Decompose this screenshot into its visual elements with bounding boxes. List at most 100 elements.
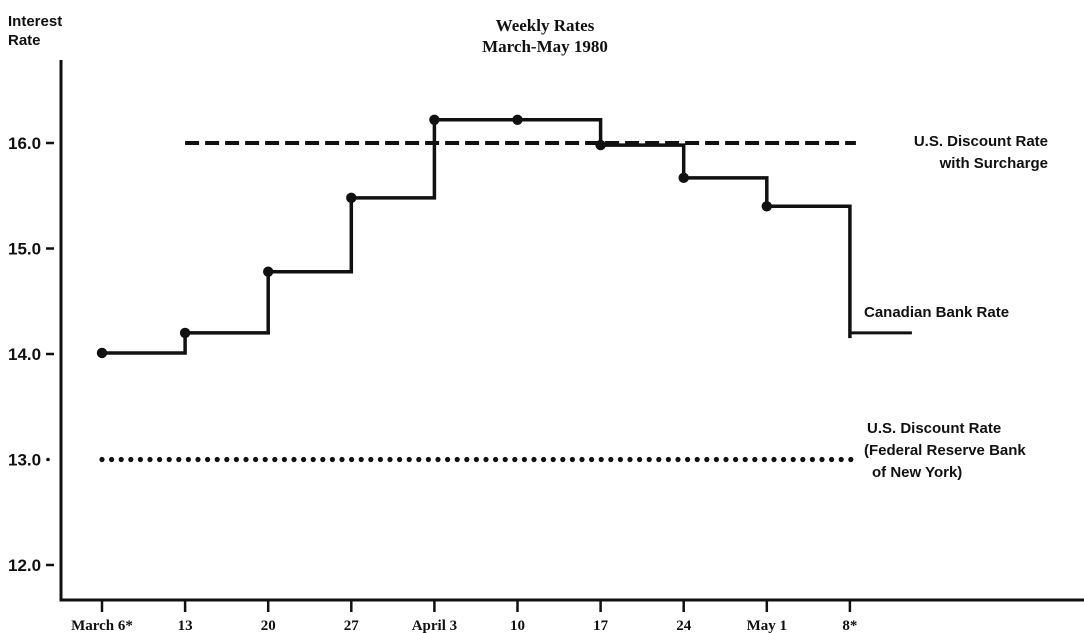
us-discount-dot <box>99 457 104 462</box>
us-discount-dot <box>378 457 383 462</box>
x-tick-label: March 6* <box>71 618 133 633</box>
us-discount-dot <box>474 457 479 462</box>
canadian-bank-rate-point <box>97 348 107 358</box>
us-discount-dot <box>791 457 796 462</box>
us-discount-dot <box>733 457 738 462</box>
y-tick-label: 16.0 <box>8 134 41 153</box>
us-discount-dot <box>570 457 575 462</box>
us-discount-dot <box>695 457 700 462</box>
us-discount-dot <box>339 457 344 462</box>
us-discount-dot <box>627 457 632 462</box>
x-tick-label: 8* <box>842 618 857 633</box>
us-discount-dot <box>426 457 431 462</box>
us-discount-dot <box>647 457 652 462</box>
us-discount-dot <box>263 457 268 462</box>
us-discount-dot <box>608 457 613 462</box>
us-discount-dot <box>714 457 719 462</box>
us-discount-dot <box>483 457 488 462</box>
us-discount-dot <box>397 457 402 462</box>
us-discount-dot <box>599 457 604 462</box>
series-label-us-discount: U.S. Discount Rate (Federal Reserve Bank… <box>864 418 1026 484</box>
canadian-bank-rate-point <box>180 328 190 338</box>
canadian-bank-rate-point <box>762 201 772 211</box>
us-discount-dot <box>743 457 748 462</box>
us-discount-dot <box>167 457 172 462</box>
us-discount-dot <box>531 457 536 462</box>
series-label-line: U.S. Discount Rate <box>864 418 1026 440</box>
us-discount-dot <box>253 457 258 462</box>
y-tick-label: 14.0 <box>8 345 41 364</box>
x-tick-label: 20 <box>261 618 276 633</box>
us-discount-dot <box>819 457 824 462</box>
x-tick-label: 27 <box>344 618 360 633</box>
us-discount-dot <box>560 457 565 462</box>
y-tick-label: 12.0 <box>8 556 41 575</box>
us-discount-dot <box>762 457 767 462</box>
y-tick-label: 13.0 <box>8 451 41 470</box>
x-tick-label: 17 <box>593 618 609 633</box>
canadian-bank-rate-point <box>595 140 605 150</box>
series-label-line: Canadian Bank Rate <box>864 302 1009 324</box>
us-discount-dot <box>839 457 844 462</box>
y-axis-title: Interest Rate <box>8 12 62 50</box>
us-discount-dot <box>215 457 220 462</box>
x-tick-label: 24 <box>676 618 692 633</box>
us-discount-dot <box>810 457 815 462</box>
us-discount-dot <box>675 457 680 462</box>
us-discount-dot <box>512 457 517 462</box>
us-discount-dot <box>551 457 556 462</box>
y-axis-title-line1: Interest <box>8 12 62 31</box>
us-discount-dot <box>656 457 661 462</box>
us-discount-dot <box>205 457 210 462</box>
us-discount-dot <box>109 457 114 462</box>
y-axis-title-line2: Rate <box>8 31 62 50</box>
us-discount-dot <box>272 457 277 462</box>
us-discount-dot <box>579 457 584 462</box>
us-discount-dot <box>330 457 335 462</box>
us-discount-dot <box>541 457 546 462</box>
us-discount-dot <box>138 457 143 462</box>
us-discount-dot <box>848 457 853 462</box>
us-discount-dot <box>503 457 508 462</box>
canadian-bank-rate-point <box>346 193 356 203</box>
chart-title-block: Weekly Rates March-May 1980 <box>400 15 690 57</box>
x-tick-label: May 1 <box>747 618 787 633</box>
series-label-line: with Surcharge <box>820 153 1048 175</box>
us-discount-dot <box>407 457 412 462</box>
y-tick-mark <box>46 458 50 462</box>
us-discount-dot <box>464 457 469 462</box>
us-discount-dot <box>368 457 373 462</box>
us-discount-dot <box>416 457 421 462</box>
x-tick-label: 10 <box>510 618 525 633</box>
us-discount-dot <box>301 457 306 462</box>
us-discount-dot <box>666 457 671 462</box>
us-discount-dot <box>522 457 527 462</box>
chart-subtitle: March-May 1980 <box>400 36 690 57</box>
canadian-bank-rate-point <box>263 267 273 277</box>
us-discount-dot <box>186 457 191 462</box>
us-discount-dot <box>723 457 728 462</box>
us-discount-dot <box>455 457 460 462</box>
us-discount-dot <box>349 457 354 462</box>
chart-title: Weekly Rates <box>400 15 690 36</box>
us-discount-dot <box>435 457 440 462</box>
series-label-canadian-bank-rate: Canadian Bank Rate <box>864 302 1009 324</box>
canadian-bank-rate-point <box>512 115 522 125</box>
us-discount-dot <box>800 457 805 462</box>
us-discount-dot <box>618 457 623 462</box>
us-discount-dot <box>291 457 296 462</box>
us-discount-dot <box>119 457 124 462</box>
us-discount-dot <box>176 457 181 462</box>
us-discount-dot <box>224 457 229 462</box>
us-discount-dot <box>311 457 316 462</box>
y-tick-label: 15.0 <box>8 240 41 259</box>
us-discount-dot <box>445 457 450 462</box>
us-discount-dot <box>147 457 152 462</box>
series-label-line: U.S. Discount Rate <box>820 131 1048 153</box>
us-discount-dot <box>771 457 776 462</box>
us-discount-dot <box>234 457 239 462</box>
us-discount-dot <box>589 457 594 462</box>
x-tick-label: April 3 <box>412 618 457 633</box>
us-discount-dot <box>781 457 786 462</box>
series-label-line: (Federal Reserve Bank <box>864 440 1026 462</box>
